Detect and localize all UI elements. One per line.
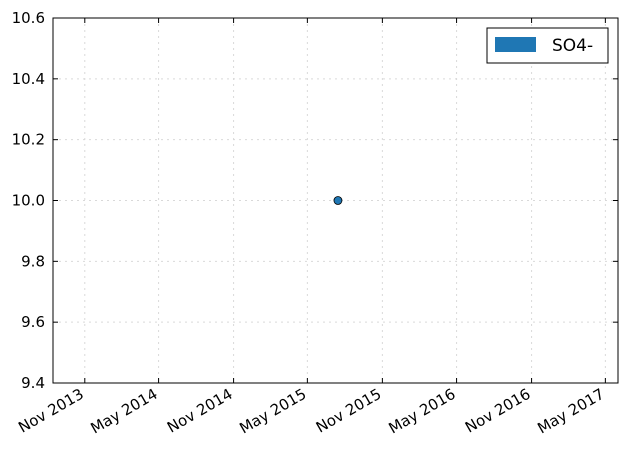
- y-tick-label: 9.8: [21, 252, 45, 270]
- data-points: [333, 196, 343, 205]
- data-point: [333, 196, 343, 205]
- y-tick-label: 9.6: [21, 313, 45, 331]
- y-tick-label: 10.4: [12, 70, 45, 88]
- y-tick-label: 10.2: [12, 131, 45, 149]
- legend-label-so4: SO4-: [552, 36, 593, 56]
- y-tick-label: 10.6: [12, 9, 45, 27]
- legend: SO4-: [486, 27, 609, 64]
- y-tick-label: 10.0: [12, 192, 45, 210]
- legend-swatch-so4: [495, 37, 536, 52]
- plot-frame: [52, 17, 619, 384]
- y-tick-label: 9.4: [21, 374, 45, 392]
- y-axis: 9.4 9.6 9.8 10.0 10.2 10.4 10.6: [12, 9, 618, 392]
